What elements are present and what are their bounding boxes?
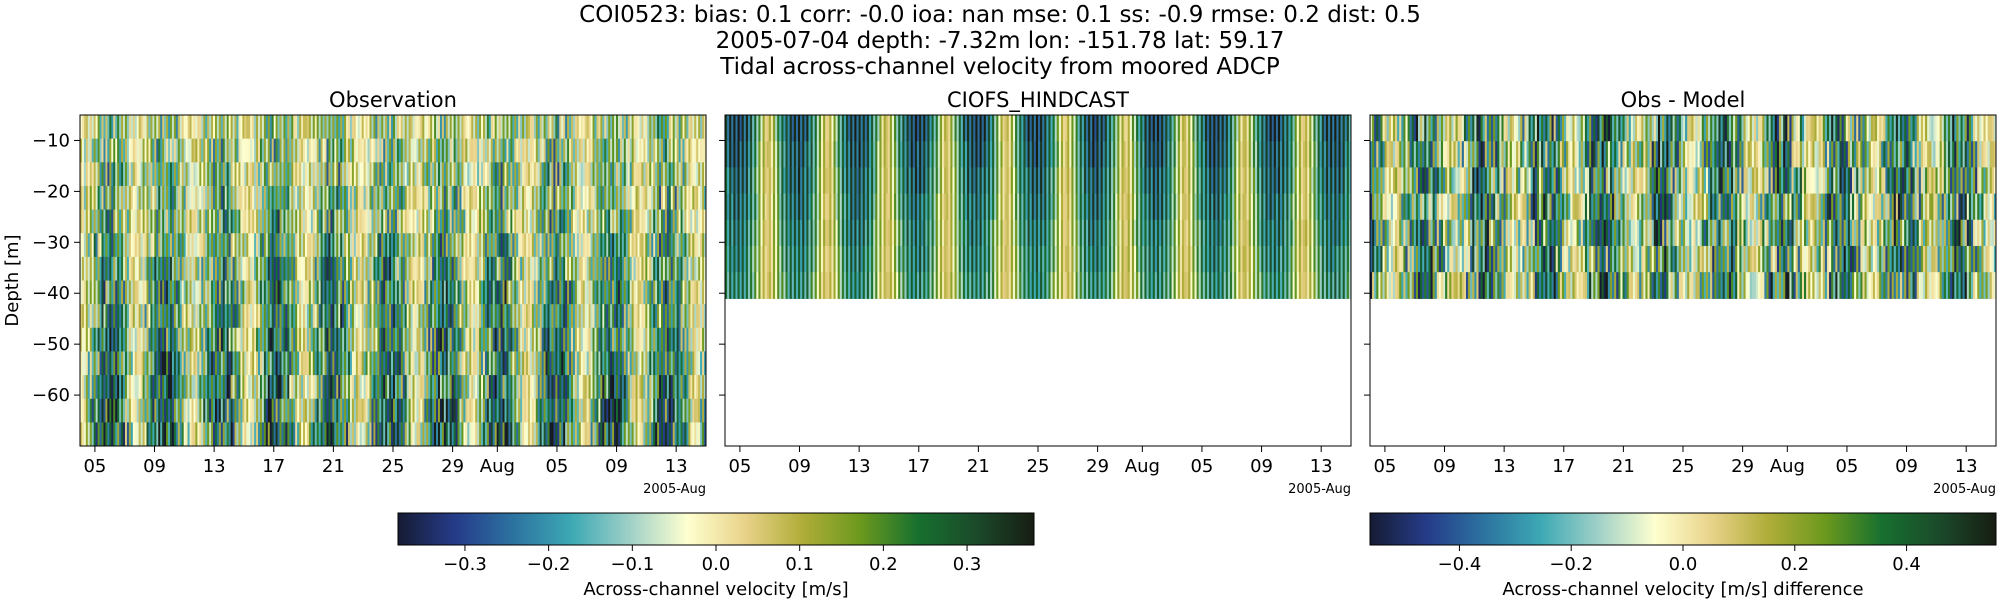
y-tick-label: −40 (32, 283, 70, 304)
title-line-1: COI0523: bias: 0.1 corr: -0.0 ioa: nan m… (579, 2, 1421, 28)
colorbar-tick-label: −0.4 (1438, 554, 1482, 575)
x-tick-label: 05 (1373, 456, 1396, 477)
title-line-3: Tidal across-channel velocity from moore… (720, 54, 1280, 80)
x-offset-label: 2005-Aug (1933, 482, 1996, 497)
x-tick-label: 05 (1190, 456, 1213, 477)
colorbar-tick-label: 0.3 (953, 554, 982, 575)
colorbar-tick-label: 0.0 (702, 554, 731, 575)
y-tick-label: −30 (32, 232, 70, 253)
colorbar-tick-label: −0.3 (443, 554, 487, 575)
colorbar-tick-label: −0.2 (527, 554, 571, 575)
x-tick-label: 17 (262, 456, 285, 477)
x-tick-label: 05 (728, 456, 751, 477)
colorbar-1: −0.3 −0.2 −0.1 0.0 0.1 0.2 0.3 Across-channel v… (397, 512, 1035, 600)
x-tick-label: 25 (382, 456, 405, 477)
y-tick-label: −20 (32, 181, 70, 202)
colorbar-2: −0.4 −0.2 0.0 0.2 0.4 Across-channel velocity… (1369, 512, 1997, 600)
x-tick-label: 05 (83, 456, 106, 477)
x-tick-label: 21 (1612, 456, 1635, 477)
colorbar-tick-label: 0.2 (869, 554, 898, 575)
panel-title: Obs - Model (1621, 88, 1746, 112)
x-tick-label: 13 (1493, 456, 1516, 477)
x-tick-label: 17 (907, 456, 930, 477)
x-tick-label: 29 (441, 456, 464, 477)
x-tick-label: 21 (967, 456, 990, 477)
colorbar-tick-label: 0.2 (1780, 554, 1809, 575)
x-tick-label: 09 (605, 456, 628, 477)
heatmap-field-3 (1370, 115, 1996, 299)
colorbar-gradient (1369, 512, 1997, 546)
x-tick-label: 13 (848, 456, 871, 477)
x-tick-label: 29 (1086, 456, 1109, 477)
x-tick-label: 29 (1731, 456, 1754, 477)
heatmap-panel-2: CIOFS_HINDCAST 05 09 13 17 21 25 29 Aug 05 09 13 200… (719, 88, 1352, 497)
colorbar-tick-label: 0.0 (1669, 554, 1698, 575)
x-tick-label: 13 (1955, 456, 1978, 477)
x-offset-label: 2005-Aug (1288, 482, 1351, 497)
panel-title: Observation (329, 88, 457, 112)
colorbar-tick-label: 0.4 (1892, 554, 1921, 575)
x-tick-label: 13 (1310, 456, 1333, 477)
heatmap-panel-1: Observation −10 −20 −30 −40 −50 −60 Depth [m] 05… (2, 88, 707, 497)
colorbar-tick-label: −0.1 (610, 554, 654, 575)
heatmap-field-1 (80, 115, 706, 446)
colorbar-gradient (397, 512, 1035, 546)
x-tick-label: Aug (1770, 456, 1805, 477)
x-tick-label: 09 (1433, 456, 1456, 477)
colorbar-tick-label: −0.2 (1549, 554, 1593, 575)
y-tick-label: −50 (32, 334, 70, 355)
y-axis-label: Depth [m] (2, 234, 23, 326)
x-tick-label: 09 (788, 456, 811, 477)
colorbar-label: Across-channel velocity [m/s] (583, 579, 848, 600)
x-tick-label: 09 (1895, 456, 1918, 477)
x-offset-label: 2005-Aug (643, 482, 706, 497)
x-tick-label: 13 (203, 456, 226, 477)
x-tick-label: Aug (480, 456, 515, 477)
x-tick-label: 21 (322, 456, 345, 477)
colorbar-tick-label: 0.1 (785, 554, 814, 575)
heatmap-field-2 (725, 115, 1351, 299)
x-tick-label: 17 (1552, 456, 1575, 477)
heatmap-panel-3: Obs - Model 05 09 13 17 21 25 29 Aug 05 09 13 2005-A… (1364, 88, 1997, 497)
y-tick-label: −10 (32, 130, 70, 151)
title-line-2: 2005-07-04 depth: -7.32m lon: -151.78 la… (715, 28, 1285, 54)
x-tick-label: 09 (143, 456, 166, 477)
x-tick-label: Aug (1125, 456, 1160, 477)
colorbar-label: Across-channel velocity [m/s] difference (1502, 579, 1863, 600)
x-tick-label: 05 (1835, 456, 1858, 477)
x-tick-label: 09 (1250, 456, 1273, 477)
x-tick-label: 25 (1672, 456, 1695, 477)
panel-title: CIOFS_HINDCAST (947, 88, 1129, 113)
x-tick-label: 05 (545, 456, 568, 477)
x-tick-label: 25 (1027, 456, 1050, 477)
y-tick-label: −60 (32, 385, 70, 406)
x-tick-label: 13 (665, 456, 688, 477)
